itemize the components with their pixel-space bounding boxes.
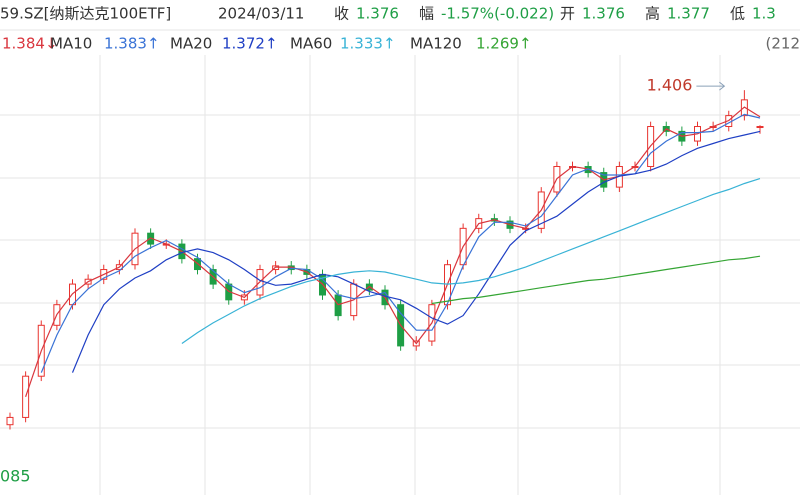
ma-line [71,130,761,373]
field-label: 幅 [419,5,434,23]
field-value: 1.376 [356,5,399,23]
field-label: 收 [334,5,349,23]
legend-value: 1.383↑ [104,35,160,53]
ma-line [181,178,761,344]
candle-body [756,126,764,129]
field-value: 1.3 [752,5,776,23]
field-label: 高 [645,5,660,23]
legend-label: MA120 [410,35,462,53]
max-arrowhead [719,81,726,91]
ma-line [40,113,761,373]
date: 2024/03/11 [218,5,304,23]
legend-label: MA20 [170,35,212,53]
ma-line [431,255,761,305]
candle-body [6,416,14,426]
grid [0,29,800,495]
min-label: 085 [0,467,31,486]
field-label: 开 [560,5,575,23]
legend-value: 1.384↓ [2,35,58,53]
volume-hint: (212 [766,35,800,53]
legend-label: MA60 [290,35,332,53]
field-value: 1.376 [582,5,625,23]
legend-value: 1.269↑ [476,35,532,53]
field-value: -1.57%(-0.022) [441,5,554,23]
legend-label: MA10 [50,35,92,53]
symbol: 59.SZ[纳斯达克100ETF] [0,5,171,23]
ma-line [25,106,761,397]
max-label: 1.406 [647,76,693,95]
legend-value: 1.372↑ [222,35,278,53]
field-value: 1.377 [667,5,710,23]
candle-body [22,375,30,418]
legend-value: 1.333↑ [340,35,396,53]
field-label: 低 [730,5,745,23]
